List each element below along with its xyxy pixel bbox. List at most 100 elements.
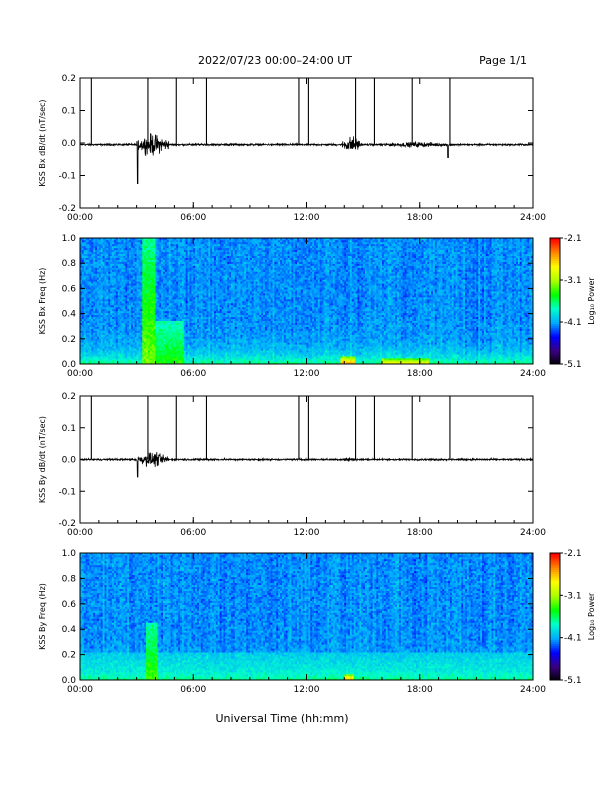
- spectrogram-cell: [116, 281, 118, 283]
- spectrogram-cell: [208, 268, 210, 270]
- spectrogram-cell: [172, 295, 174, 297]
- spectrogram-cell: [120, 254, 122, 256]
- spectrogram-cell: [163, 325, 165, 327]
- spectrogram-cell: [95, 307, 97, 309]
- spectrogram-cell: [171, 303, 173, 305]
- spectrogram-cell: [197, 289, 199, 291]
- spectrogram-cell: [112, 242, 114, 244]
- spectrogram-cell: [220, 244, 222, 246]
- spectrogram-cell: [101, 293, 103, 295]
- spectrogram-cell: [212, 291, 214, 293]
- spectrogram-cell: [137, 242, 139, 244]
- spectrogram-cell: [82, 315, 84, 317]
- spectrogram-cell: [82, 333, 84, 335]
- spectrogram-cell: [97, 301, 99, 303]
- spectrogram-cell: [193, 248, 195, 250]
- spectrogram-cell: [112, 256, 114, 258]
- spectrogram-cell: [165, 315, 167, 317]
- spectrogram-cell: [159, 303, 161, 305]
- spectrogram-cell: [88, 344, 90, 346]
- spectrogram-cell: [218, 325, 220, 327]
- spectrogram-cell: [184, 319, 186, 321]
- spectrogram-cell: [201, 305, 203, 307]
- spectrogram-cell: [135, 342, 137, 344]
- spectrogram-cell: [197, 307, 199, 309]
- spectrogram-cell: [172, 321, 174, 323]
- spectrogram-cell: [84, 252, 86, 254]
- spectrogram-cell: [133, 352, 135, 354]
- spectrogram-cell: [203, 297, 205, 299]
- spectrogram-cell: [137, 323, 139, 325]
- spectrogram-cell: [97, 321, 99, 323]
- spectrogram-cell: [214, 295, 216, 297]
- spectrogram-cell: [214, 336, 216, 338]
- spectrogram-cell: [108, 281, 110, 283]
- spectrogram-cell: [169, 360, 171, 362]
- spectrogram-cell: [208, 258, 210, 260]
- spectrogram-cell: [142, 327, 144, 329]
- spectrogram-cell: [140, 327, 142, 329]
- spectrogram-cell: [169, 270, 171, 272]
- spectrogram-cell: [99, 256, 101, 258]
- spectrogram-cell: [205, 338, 207, 340]
- spectrogram-cell: [174, 313, 176, 315]
- spectrogram-cell: [176, 248, 178, 250]
- spectrogram-cell: [122, 295, 124, 297]
- spectrogram-cell: [161, 309, 163, 311]
- spectrogram-cell: [86, 299, 88, 301]
- spectrogram-cell: [180, 262, 182, 264]
- spectrogram-cell: [150, 346, 152, 348]
- spectrogram-cell: [135, 321, 137, 323]
- spectrogram-cell: [180, 315, 182, 317]
- spectrogram-cell: [220, 321, 222, 323]
- spectrogram-cell: [127, 248, 129, 250]
- spectrogram-cell: [122, 333, 124, 335]
- spectrogram-cell: [171, 305, 173, 307]
- spectrogram-cell: [216, 283, 218, 285]
- spectrogram-cell: [93, 338, 95, 340]
- spectrogram-cell: [120, 262, 122, 264]
- spectrogram-cell: [144, 311, 146, 313]
- spectrogram-cell: [116, 271, 118, 273]
- spectrogram-cell: [154, 340, 156, 342]
- spectrogram-cell: [86, 319, 88, 321]
- spectrogram-cell: [120, 313, 122, 315]
- spectrogram-cell: [105, 356, 107, 358]
- spectrogram-cell: [101, 242, 103, 244]
- spectrogram-cell: [184, 287, 186, 289]
- spectrogram-cell: [178, 331, 180, 333]
- spectrogram-cell: [118, 340, 120, 342]
- spectrogram-cell: [131, 262, 133, 264]
- spectrogram-cell: [118, 285, 120, 287]
- spectrogram-cell: [114, 277, 116, 279]
- spectrogram-cell: [97, 311, 99, 313]
- spectrogram-cell: [203, 334, 205, 336]
- spectrogram-cell: [218, 354, 220, 356]
- spectrogram-cell: [89, 348, 91, 350]
- spectrogram-cell: [129, 287, 131, 289]
- spectrogram-cell: [214, 246, 216, 248]
- spectrogram-cell: [139, 256, 141, 258]
- spectrogram-cell: [210, 336, 212, 338]
- spectrogram-cell: [171, 358, 173, 360]
- spectrogram-cell: [86, 301, 88, 303]
- spectrogram-cell: [150, 271, 152, 273]
- spectrogram-cell: [157, 340, 159, 342]
- spectrogram-cell: [103, 327, 105, 329]
- spectrogram-cell: [216, 346, 218, 348]
- spectrogram-cell: [191, 254, 193, 256]
- spectrogram-cell: [191, 301, 193, 303]
- spectrogram-cell: [201, 283, 203, 285]
- spectrogram-cell: [218, 309, 220, 311]
- spectrogram-cell: [193, 331, 195, 333]
- spectrogram-cell: [131, 311, 133, 313]
- spectrogram-cell: [142, 358, 144, 360]
- spectrogram-cell: [91, 342, 93, 344]
- spectrogram-cell: [195, 334, 197, 336]
- spectrogram-cell: [176, 254, 178, 256]
- spectrogram-cell: [212, 340, 214, 342]
- spectrogram-cell: [223, 271, 225, 273]
- spectrogram-cell: [131, 354, 133, 356]
- spectrogram-cell: [97, 268, 99, 270]
- spectrogram-cell: [210, 264, 212, 266]
